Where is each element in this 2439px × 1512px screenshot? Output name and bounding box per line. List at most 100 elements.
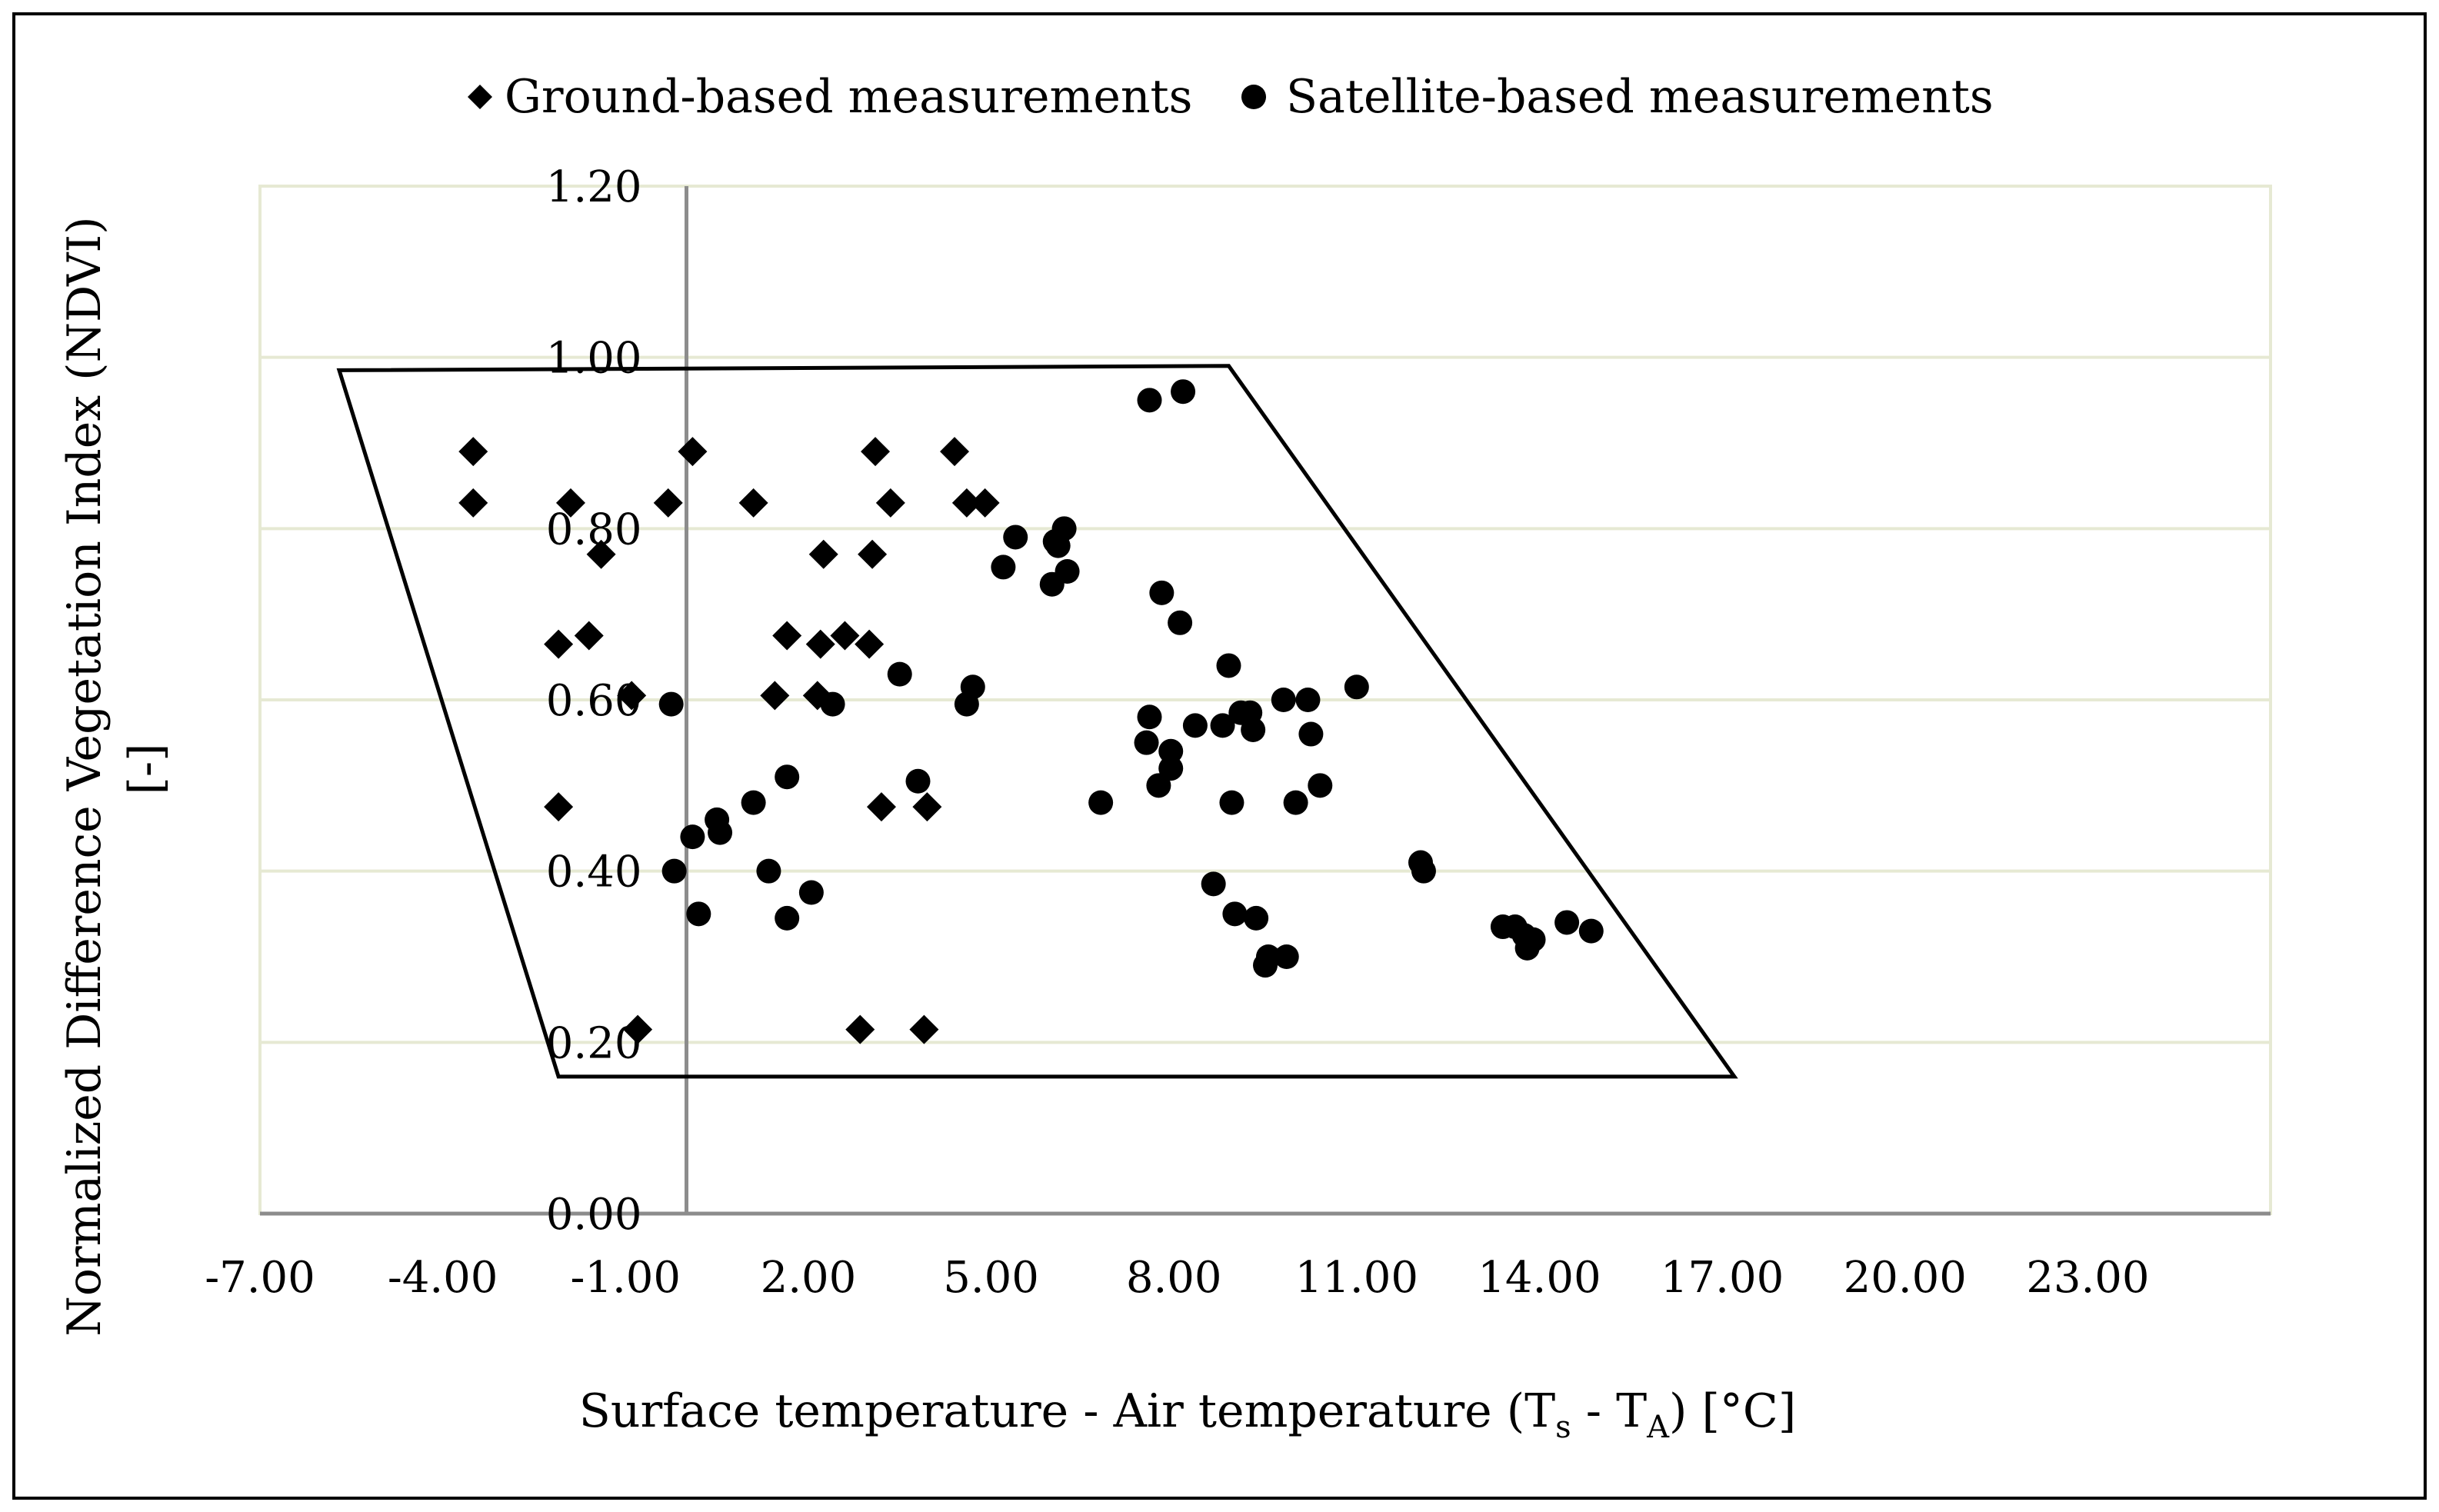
- x-tick-label: 14.00: [1478, 1253, 1601, 1303]
- satellite-point: [1146, 773, 1171, 798]
- satellite-point: [1271, 688, 1296, 712]
- ground-point: [951, 488, 981, 518]
- x-tick-label: 20.00: [1844, 1253, 1967, 1303]
- y-tick-labels: 0.000.200.400.600.801.001.20: [546, 162, 642, 1240]
- y-axis-title-line-1: Normalized Difference Vegetation Index (…: [58, 216, 112, 1336]
- legend-circle-marker: [1241, 85, 1266, 109]
- ground-point: [845, 1014, 875, 1044]
- y-tick-label: 1.00: [546, 334, 642, 384]
- ground-point: [555, 488, 585, 518]
- satellite-point: [887, 661, 912, 687]
- x-tick-label: -7.00: [205, 1253, 315, 1303]
- satellite-point: [1411, 858, 1436, 884]
- satellite-point: [708, 820, 733, 845]
- ground-point: [458, 437, 488, 467]
- satellite-point: [954, 691, 979, 717]
- ground-point: [970, 488, 1000, 518]
- satellite-point: [1003, 525, 1028, 550]
- satellite-point: [1210, 713, 1235, 738]
- legend-label-ground: Ground-based measurements: [505, 70, 1192, 124]
- satellite-point: [1216, 653, 1241, 678]
- satellite-point: [1137, 388, 1162, 413]
- satellite-point: [775, 905, 800, 931]
- satellite-point: [1158, 738, 1184, 764]
- grid-lines: [260, 185, 2271, 1044]
- legend: Ground-based measurements Satellite-base…: [468, 70, 1994, 124]
- envelope-layer: [336, 364, 1738, 1079]
- data-points: [458, 379, 1604, 1044]
- x-axis-title-part: - T: [1571, 1384, 1647, 1438]
- satellite-point: [741, 790, 766, 815]
- ground-point: [574, 621, 604, 651]
- ground-point: [861, 437, 891, 467]
- satellite-point: [680, 824, 705, 850]
- x-axis-title-part: ) [°C]: [1669, 1384, 1796, 1438]
- satellite-point: [798, 880, 824, 905]
- ground-point: [858, 539, 888, 569]
- ground-point: [760, 681, 790, 711]
- x-tick-label: -4.00: [388, 1253, 498, 1303]
- x-tick-label: 5.00: [943, 1253, 1039, 1303]
- satellite-point: [661, 858, 687, 884]
- satellite-point: [686, 901, 711, 927]
- chart-frame: [12, 12, 2427, 1500]
- satellite-point: [1201, 871, 1226, 897]
- x-tick-label: 8.00: [1126, 1253, 1222, 1303]
- axes: [260, 186, 2271, 1216]
- satellite-point: [1514, 935, 1540, 961]
- ground-point: [678, 437, 708, 467]
- x-tick-label: 23.00: [2026, 1253, 2149, 1303]
- satellite-point: [1134, 730, 1159, 755]
- x-axis-title-part: Surface temperature - Air temperature (T: [579, 1384, 1555, 1438]
- satellite-point: [1088, 790, 1114, 815]
- x-tick-label: 17.00: [1661, 1253, 1784, 1303]
- satellite-point: [991, 555, 1016, 580]
- y-tick-label: 0.00: [546, 1190, 642, 1240]
- satellite-point: [1137, 704, 1162, 730]
- ground-point: [623, 1014, 653, 1044]
- satellite-point: [1149, 580, 1175, 605]
- series-ground-based: [458, 437, 1000, 1044]
- ground-point: [653, 488, 683, 518]
- series-satellite-based: [658, 379, 1604, 978]
- ground-point: [617, 681, 647, 711]
- ground-point: [772, 621, 802, 651]
- y-axis-title: Normalized Difference Vegetation Index (…: [58, 201, 173, 1336]
- satellite-point: [1158, 756, 1184, 781]
- satellite-point: [1283, 790, 1308, 815]
- ground-point: [909, 1014, 939, 1044]
- ground-point: [866, 792, 896, 822]
- ground-point: [830, 621, 860, 651]
- satellite-point: [1182, 713, 1208, 738]
- y-tick-label: 1.20: [546, 162, 642, 212]
- satellite-point: [1344, 674, 1369, 700]
- x-axis-title-subscript: A: [1646, 1410, 1670, 1445]
- satellite-point: [1253, 953, 1278, 978]
- ground-point: [586, 539, 616, 569]
- y-tick-label: 0.80: [546, 505, 642, 555]
- satellite-point: [1308, 773, 1333, 798]
- x-tick-label: -1.00: [570, 1253, 681, 1303]
- ground-point: [805, 629, 835, 659]
- ground-point: [458, 488, 488, 518]
- legend-diamond-marker: [468, 85, 492, 109]
- satellite-point: [658, 691, 684, 717]
- x-tick-label: 2.00: [761, 1253, 857, 1303]
- ground-point: [544, 629, 574, 659]
- ground-point: [808, 539, 838, 569]
- ground-point: [875, 488, 905, 518]
- satellite-point: [1168, 610, 1193, 635]
- satellite-point: [1554, 910, 1580, 935]
- satellite-point: [756, 858, 781, 884]
- satellite-point: [1274, 944, 1299, 969]
- legend-label-satellite: Satellite-based measurements: [1286, 70, 1994, 124]
- y-tick-label: 0.40: [546, 848, 642, 898]
- y-axis-title-line-2: [-]: [119, 743, 173, 794]
- satellite-point: [1222, 901, 1248, 927]
- ground-point: [738, 488, 768, 518]
- satellite-point: [1045, 533, 1071, 558]
- satellite-point: [1039, 571, 1065, 597]
- x-axis-title-subscript: s: [1555, 1410, 1571, 1445]
- ground-point: [544, 792, 574, 822]
